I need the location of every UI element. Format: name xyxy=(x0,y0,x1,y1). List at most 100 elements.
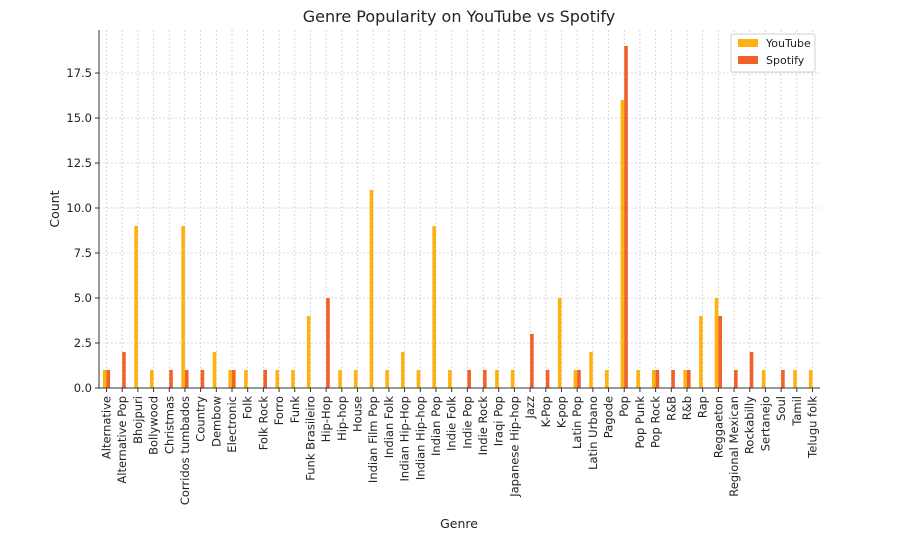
bar-spotify xyxy=(184,370,189,388)
bar-youtube xyxy=(699,316,703,388)
x-tick-label: Rockabilly xyxy=(743,396,757,454)
x-tick-label: Electronic xyxy=(225,396,239,453)
bars xyxy=(102,46,813,388)
x-tick-label: Iraqi Pop xyxy=(492,396,506,446)
y-tick-label: 15.0 xyxy=(66,111,92,125)
x-tick-label: Indian Hip-hop xyxy=(413,396,427,480)
bar-youtube xyxy=(557,298,562,388)
bar-youtube xyxy=(604,370,609,388)
gridlines xyxy=(99,30,820,388)
x-tick-label: Latin Urbano xyxy=(586,396,600,470)
x-tick-label: Forro xyxy=(272,396,286,425)
x-tick-label: Alternative Pop xyxy=(115,396,129,484)
bar-youtube xyxy=(808,370,813,388)
x-tick-label: Latin Pop xyxy=(570,396,584,449)
x-tick-label: Funk xyxy=(288,396,302,424)
bar-youtube xyxy=(510,370,515,388)
x-tick-label: Dembow xyxy=(209,396,223,447)
bar-spotify xyxy=(326,298,330,388)
bar-spotify xyxy=(483,370,487,388)
x-tick-label: Christmas xyxy=(162,396,176,454)
bar-youtube xyxy=(338,370,342,388)
legend: YouTube Spotify xyxy=(730,33,816,73)
x-tick-label: Regional Mexican xyxy=(727,396,741,497)
bar-youtube xyxy=(275,370,280,388)
bar-youtube xyxy=(432,226,436,388)
bar-youtube xyxy=(416,370,421,388)
x-tick-label: Hip-hop xyxy=(335,396,349,441)
bar-spotify xyxy=(734,370,738,388)
bar-spotify xyxy=(263,370,267,388)
x-tick-label: Indian Folk xyxy=(382,396,396,459)
bar-youtube xyxy=(589,352,593,388)
x-tick-label: R&B xyxy=(664,396,678,421)
x-tick-label: Folk Rock xyxy=(256,396,270,451)
bar-spotify xyxy=(200,370,205,388)
x-tick-labels: Alternative Alternative Pop Bhojpuri Bollyw… xyxy=(100,396,820,506)
x-tick-label: Indie Rock xyxy=(476,396,490,456)
bar-youtube xyxy=(448,370,452,388)
x-tick-label: Bollywood xyxy=(147,396,161,455)
bar-youtube xyxy=(353,370,358,388)
x-tick-label: Funk Brasileiro xyxy=(303,396,317,481)
x-tick-label: Soul xyxy=(774,396,788,421)
x-tick-label: Folk xyxy=(241,396,255,419)
x-axis-title: Genre xyxy=(440,516,478,531)
y-axis-title: Count xyxy=(47,190,62,227)
bar-youtube xyxy=(228,370,233,388)
x-tick-label: Indian Hip-Hop xyxy=(398,396,412,481)
x-tick-label: Pop Rock xyxy=(649,396,663,448)
x-tick-label: Pop Punk xyxy=(633,396,647,449)
x-tick-label: Japanese Hip-hop xyxy=(507,396,521,498)
bar-youtube xyxy=(134,226,138,388)
bar-spotify xyxy=(718,316,722,388)
bar-youtube xyxy=(212,352,217,388)
y-tick-label: 10.0 xyxy=(66,201,92,215)
x-tick-label: Bhojpuri xyxy=(131,396,145,444)
x-tick-label: Hip-Hop xyxy=(319,396,333,442)
legend-swatch-youtube xyxy=(738,39,758,47)
y-tick-label: 0.0 xyxy=(74,381,92,395)
bar-youtube xyxy=(495,370,499,388)
bar-youtube xyxy=(573,370,578,388)
legend-swatch-spotify xyxy=(738,56,758,64)
x-tick-label: Pagode xyxy=(602,396,616,438)
x-tick-label: Reggaeton xyxy=(711,396,725,458)
x-tick-label: Indie Folk xyxy=(445,396,459,451)
x-tick-label: Corridos tumbados xyxy=(178,396,192,505)
bar-youtube xyxy=(244,370,248,388)
x-tick-label: Rap xyxy=(696,396,710,418)
bar-youtube xyxy=(683,370,687,388)
x-tick-label: Sertanejo xyxy=(758,396,772,451)
bar-spotify xyxy=(467,370,471,388)
bar-spotify xyxy=(530,334,534,388)
bar-youtube xyxy=(620,100,625,388)
bar-spotify xyxy=(781,370,785,388)
bar-spotify xyxy=(577,370,581,388)
x-tick-label: Jazz xyxy=(523,396,537,420)
bar-spotify xyxy=(686,370,691,388)
y-tick-label: 12.5 xyxy=(66,156,92,170)
bar-youtube xyxy=(400,352,405,388)
x-tick-label: Tamil xyxy=(790,396,804,427)
bar-spotify xyxy=(749,352,754,388)
bar-youtube xyxy=(652,370,656,388)
x-tick-label: Indian Pop xyxy=(429,396,443,456)
bar-spotify xyxy=(655,370,660,388)
x-tick-label: Indie Pop xyxy=(460,396,474,449)
x-tick-label: Alternative xyxy=(100,396,114,459)
x-tick-label: House xyxy=(351,396,365,432)
chart-title: Genre Popularity on YouTube vs Spotify xyxy=(303,7,616,26)
bar-youtube xyxy=(181,226,185,388)
x-tick-label: Country xyxy=(194,396,208,442)
x-tick-label: R&b xyxy=(680,396,694,420)
bar-youtube xyxy=(291,370,295,388)
bar-youtube xyxy=(102,370,107,388)
bar-spotify xyxy=(106,370,111,388)
bar-youtube xyxy=(714,298,719,388)
bar-youtube xyxy=(306,316,311,388)
axes xyxy=(95,30,820,392)
x-tick-label: Indian Film Pop xyxy=(366,396,380,483)
y-tick-label: 17.5 xyxy=(66,66,92,80)
